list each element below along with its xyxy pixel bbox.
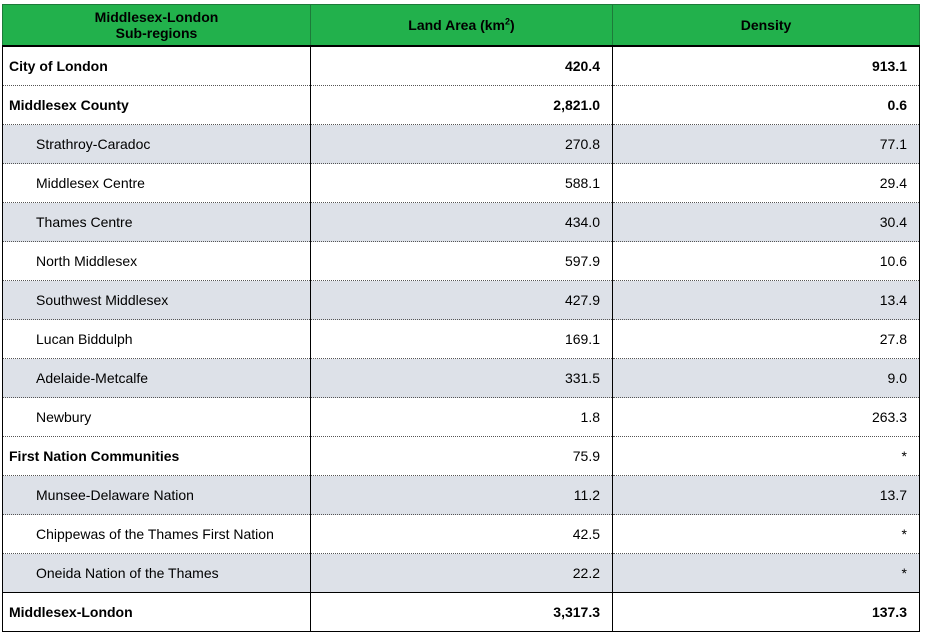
table-row-middlesex-county: Middlesex County 2,821.0 0.6 xyxy=(2,85,920,125)
row-name: Strathroy-Caradoc xyxy=(2,124,311,164)
header-subregions-line1: Middlesex-London xyxy=(94,9,219,25)
table-row-middlesex-london-total: Middlesex-London 3,317.3 137.3 xyxy=(2,592,920,632)
row-density: * xyxy=(612,553,920,593)
row-name: Middlesex County xyxy=(2,85,311,125)
header-land-area-close: ) xyxy=(510,17,515,33)
row-land-area: 22.2 xyxy=(310,553,613,593)
header-land-area: Land Area (km2) xyxy=(310,4,613,47)
header-row: Middlesex-London Sub-regions Land Area (… xyxy=(2,4,920,47)
row-name: Oneida Nation of the Thames xyxy=(2,553,311,593)
row-density: 29.4 xyxy=(612,163,920,203)
row-density: 137.3 xyxy=(612,592,920,632)
row-density: * xyxy=(612,514,920,554)
row-name: Chippewas of the Thames First Nation xyxy=(2,514,311,554)
table-row-city-of-london: City of London 420.4 913.1 xyxy=(2,45,920,86)
header-subregions-line2: Sub-regions xyxy=(115,25,198,41)
table-row-chippewas-of-the-thames: Chippewas of the Thames First Nation 42.… xyxy=(2,514,920,554)
row-name: North Middlesex xyxy=(2,241,311,281)
table-row-munsee-delaware-nation: Munsee-Delaware Nation 11.2 13.7 xyxy=(2,475,920,515)
row-land-area: 42.5 xyxy=(310,514,613,554)
row-density: 13.7 xyxy=(612,475,920,515)
row-land-area: 1.8 xyxy=(310,397,613,437)
row-land-area: 75.9 xyxy=(310,436,613,476)
header-subregions: Middlesex-London Sub-regions xyxy=(2,4,311,47)
row-name: Newbury xyxy=(2,397,311,437)
row-density: 10.6 xyxy=(612,241,920,281)
row-land-area: 427.9 xyxy=(310,280,613,320)
row-name: Southwest Middlesex xyxy=(2,280,311,320)
row-land-area: 597.9 xyxy=(310,241,613,281)
row-name: Adelaide-Metcalfe xyxy=(2,358,311,398)
row-land-area: 588.1 xyxy=(310,163,613,203)
row-land-area: 270.8 xyxy=(310,124,613,164)
table-row-adelaide-metcalfe: Adelaide-Metcalfe 331.5 9.0 xyxy=(2,358,920,398)
row-name: City of London xyxy=(2,45,311,86)
row-density: 30.4 xyxy=(612,202,920,242)
table-row-north-middlesex: North Middlesex 597.9 10.6 xyxy=(2,241,920,281)
row-density: 913.1 xyxy=(612,45,920,86)
row-density: 13.4 xyxy=(612,280,920,320)
row-land-area: 420.4 xyxy=(310,45,613,86)
row-land-area: 3,317.3 xyxy=(310,592,613,632)
row-land-area: 434.0 xyxy=(310,202,613,242)
header-density-label: Density xyxy=(740,17,792,33)
header-land-area-superscript: 2 xyxy=(505,16,511,27)
row-name: Munsee-Delaware Nation xyxy=(2,475,311,515)
row-name: Middlesex Centre xyxy=(2,163,311,203)
row-density: 263.3 xyxy=(612,397,920,437)
row-density: 77.1 xyxy=(612,124,920,164)
table-row-middlesex-centre: Middlesex Centre 588.1 29.4 xyxy=(2,163,920,203)
row-name: Middlesex-London xyxy=(2,592,311,632)
row-density: 9.0 xyxy=(612,358,920,398)
row-density: 27.8 xyxy=(612,319,920,359)
row-land-area: 169.1 xyxy=(310,319,613,359)
table-row-southwest-middlesex: Southwest Middlesex 427.9 13.4 xyxy=(2,280,920,320)
row-land-area: 331.5 xyxy=(310,358,613,398)
table-row-oneida-nation: Oneida Nation of the Thames 22.2 * xyxy=(2,553,920,593)
row-name: Thames Centre xyxy=(2,202,311,242)
row-land-area: 11.2 xyxy=(310,475,613,515)
table-row-strathroy-caradoc: Strathroy-Caradoc 270.8 77.1 xyxy=(2,124,920,164)
row-land-area: 2,821.0 xyxy=(310,85,613,125)
header-density: Density xyxy=(612,4,920,47)
row-density: 0.6 xyxy=(612,85,920,125)
table-row-lucan-biddulph: Lucan Biddulph 169.1 27.8 xyxy=(2,319,920,359)
subregion-table: Middlesex-London Sub-regions Land Area (… xyxy=(2,4,920,632)
row-name: Lucan Biddulph xyxy=(2,319,311,359)
row-name: First Nation Communities xyxy=(2,436,311,476)
header-land-area-label: Land Area (km xyxy=(408,17,506,33)
table-row-thames-centre: Thames Centre 434.0 30.4 xyxy=(2,202,920,242)
table-row-newbury: Newbury 1.8 263.3 xyxy=(2,397,920,437)
row-density: * xyxy=(612,436,920,476)
table-row-first-nation-communities: First Nation Communities 75.9 * xyxy=(2,436,920,476)
